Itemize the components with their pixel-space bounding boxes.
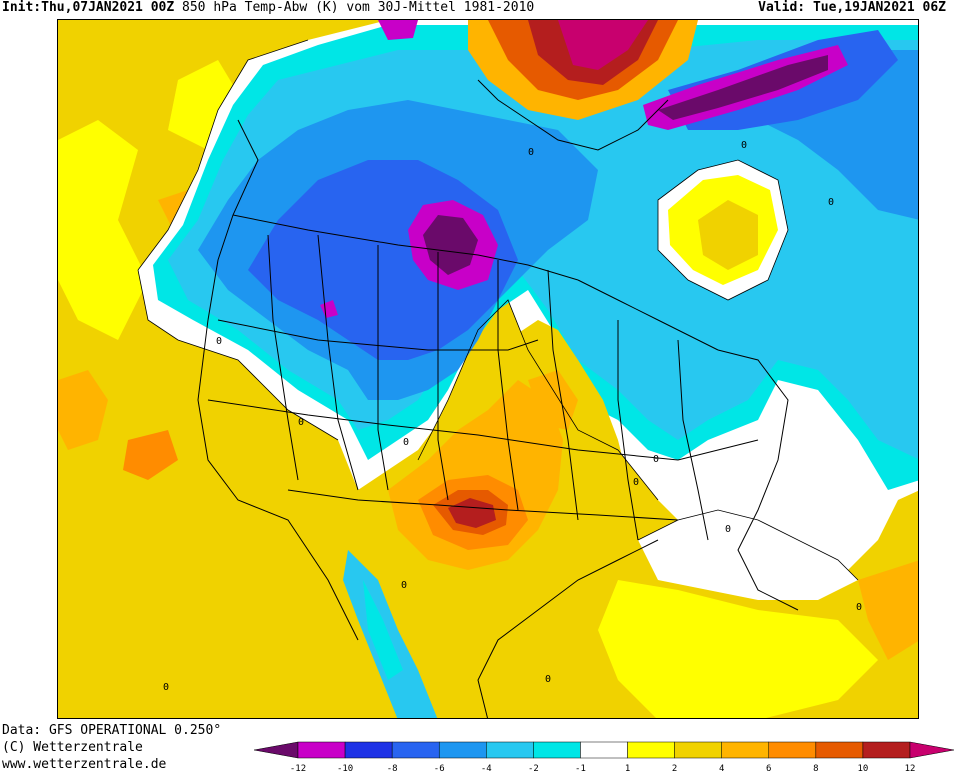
legend-swatch [580,741,628,759]
legend-swatch [391,741,440,759]
gulf-coastline [477,539,659,718]
legend-tick-label: -12 [290,764,306,774]
contour-label: 0 [633,477,639,488]
quebec-gold-blob [698,200,758,270]
warm-red-core [448,498,496,528]
color-legend-svg: -12 -10 -8 -6 -4 -2 -1 1 2 4 6 8 10 12 [253,741,955,774]
great-lakes-border [577,279,719,351]
zero-contour-se [637,509,859,581]
legend-tick-label: 12 [905,764,916,774]
contour-label: 0 [828,197,834,208]
legend-swatch [815,741,864,759]
state-line-v4 [437,252,449,501]
contour-label: 0 [741,140,747,151]
legend-swatch [297,741,346,759]
website: www.wetterzentrale.de [2,757,167,772]
valid-label: Valid: [758,0,806,15]
baja-cyan-tongue [363,580,403,680]
valid-value: Tue,19JAN2021 06Z [812,0,946,15]
contour-label: 0 [401,580,407,591]
footer-credits: Data: GFS OPERATIONAL 0.250° (C) Wetterz… [2,722,221,773]
mexico-border [287,489,679,521]
zero-contour-quebec [657,159,789,301]
legend-tick-label: 10 [858,764,869,774]
state-line-v5 [497,260,519,511]
legend-tick-label: -2 [528,764,539,774]
ne-purple-band [658,55,828,120]
contour-label: 0 [216,336,222,347]
atlantic-orange-patch [858,560,918,660]
legend-swatch [344,741,393,759]
pacific-orange-blob-2 [123,430,178,480]
product-title: 850 hPa Temp-Abw (K) vom 30J-Mittel 1981… [182,0,535,15]
copyright: (C) Wetterzentrale [2,740,143,755]
legend-arrow-high [909,741,955,759]
legend-tick-label: 1 [625,764,630,774]
valid-info: Valid: Tue,19JAN2021 06Z [758,0,946,16]
legend-swatch [533,741,581,759]
zero-contour-sw [137,269,339,441]
contour-label: 0 [545,674,551,685]
warm-lightorange-spot [528,370,578,430]
legend-tick-label: -4 [481,764,492,774]
bc-coastline [207,119,259,321]
legend-tick-label: 8 [813,764,818,774]
init-label: Init: [2,0,42,15]
legend-arrow-low [253,741,299,759]
state-line-2 [207,399,759,461]
legend-tick-label: -1 [575,764,586,774]
north-magenta-spot [378,20,418,40]
contour-label: 0 [298,417,304,428]
legend-tick-label: 6 [766,764,771,774]
deep-purple-core [423,215,478,275]
hudson-bay-coast [477,79,669,151]
legend-swatch [438,741,487,759]
init-value: Thu,07JAN2021 00Z [41,0,175,15]
legend-swatch [627,741,675,759]
legend-swatch [862,741,911,759]
state-line-v3 [377,245,389,491]
legend-swatch [768,741,817,759]
legend-swatch [486,741,534,759]
state-line-v2 [317,234,359,491]
contour-label: 0 [163,682,169,693]
us-canada-border [232,214,579,281]
legend-swatch [674,741,722,759]
contour-label: 0 [856,602,862,613]
contour-label: 0 [528,147,534,158]
legend-tick-label: -10 [337,764,353,774]
legend-swatch [721,741,770,759]
color-legend: -12 -10 -8 -6 -4 -2 -1 1 2 4 6 8 10 12 [252,740,958,776]
state-line-1 [217,319,539,351]
anomaly-map: 0 0 0 0 0 0 0 0 0 0 0 0 0 [57,19,919,719]
contour-label: 0 [653,454,659,465]
zero-contour-west [137,39,309,271]
southeast-white-patch [638,510,858,600]
map-svg: 0 0 0 0 0 0 0 0 0 0 0 0 0 [58,20,918,718]
contour-labels: 0 0 0 0 0 0 0 0 0 0 0 0 0 [163,140,862,693]
init-info: Init:Thu,07JAN2021 00Z 850 hPa Temp-Abw … [2,0,534,16]
header-bar: Init:Thu,07JAN2021 00Z 850 hPa Temp-Abw … [0,0,960,18]
legend-tick-label: 4 [719,764,724,774]
legend-tick-label: -8 [387,764,398,774]
zero-contours [137,39,859,581]
data-source: Data: GFS OPERATIONAL 0.250° [2,723,222,738]
pacific-orange-blob [58,370,108,450]
boundaries [197,79,799,718]
pacific-yellow-patch [58,120,148,340]
gulf-yellow-patch [598,580,878,718]
legend-tick-label: -6 [434,764,445,774]
state-line-v6 [547,269,579,521]
contour-label: 0 [725,524,731,535]
contour-label: 0 [403,437,409,448]
zero-contour-central [417,299,659,501]
legend-tick-label: 2 [672,764,677,774]
atlantic-coastline [717,349,799,611]
state-line-v1 [267,234,299,481]
state-line-v7 [617,320,639,541]
pacific-coastline [197,319,359,641]
hudson-warm-core [558,20,648,70]
state-line-v8 [677,339,709,541]
